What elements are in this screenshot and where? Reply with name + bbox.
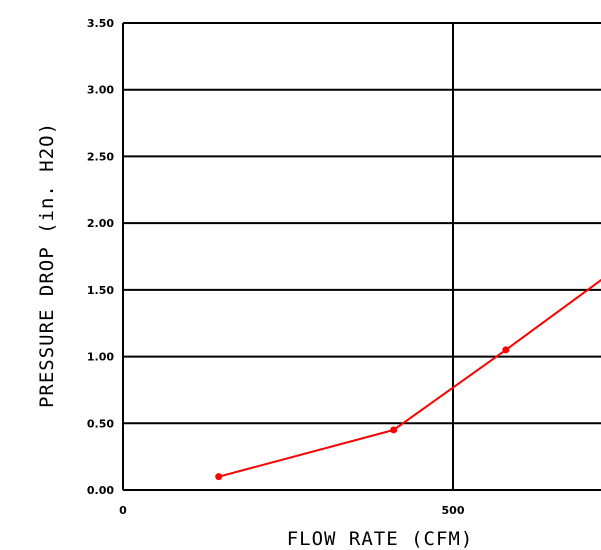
data-point: [390, 426, 398, 434]
x-axis-title: FLOW RATE (CFM): [287, 528, 474, 550]
y-tick-label: 3.50: [87, 17, 114, 30]
y-tick-label: 0.50: [87, 417, 114, 430]
data-point: [502, 346, 510, 354]
y-tick-label: 2.50: [87, 150, 114, 163]
x-tick-label: 500: [442, 504, 465, 517]
data-point: [215, 473, 223, 481]
y-tick-label: 0.00: [87, 484, 114, 497]
axes: [122, 23, 601, 491]
x-tick-labels: 05001000: [119, 504, 465, 517]
y-axis-title: PRESSURE DROP (in. H2O): [36, 122, 58, 408]
y-tick-label: 1.00: [87, 351, 114, 364]
y-tick-labels: 0.00 0.50 1.00 1.50 2.00 2.50 3.00 3.50: [87, 17, 114, 497]
series: [215, 278, 601, 481]
y-tick-label: 2.00: [87, 217, 114, 230]
x-tick-label: 0: [119, 504, 127, 517]
y-tick-label: 1.50: [87, 284, 114, 297]
grid: [123, 22, 601, 490]
y-tick-label: 3.00: [87, 84, 114, 97]
